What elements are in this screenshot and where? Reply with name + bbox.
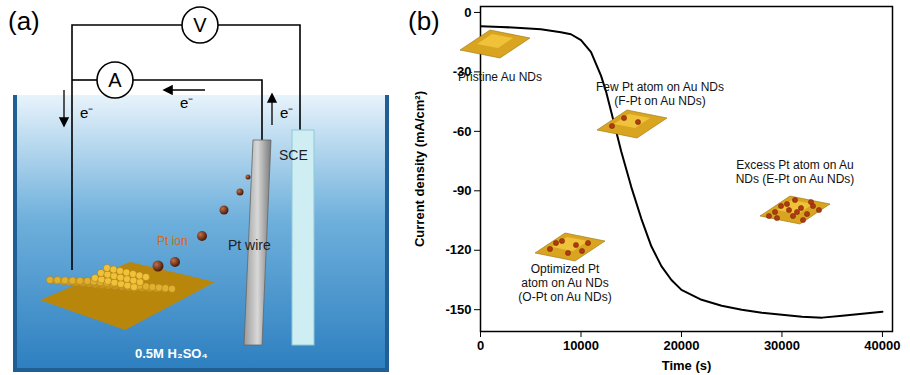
svg-text:0: 0 <box>477 338 484 353</box>
html-text:Few Pt atom on Au NDs (F-Pt on: Few Pt atom on Au NDs (F-Pt on Au NDs) <box>596 80 724 108</box>
svg-text:Pt ion: Pt ion <box>157 234 188 248</box>
svg-text:A: A <box>108 69 122 91</box>
svg-text:V: V <box>193 14 207 36</box>
svg-text:40000: 40000 <box>864 338 900 353</box>
html-text:Optimized Pt atom on Au NDs (O: Optimized Pt atom on Au NDs (O-Pt on Au … <box>518 262 612 304</box>
svg-text:-120: -120 <box>445 242 471 257</box>
svg-text:30000: 30000 <box>764 338 800 353</box>
svg-text:-90: -90 <box>453 183 472 198</box>
svg-text:10000: 10000 <box>563 338 599 353</box>
html-text:Pristine Au NDs: Pristine Au NDs <box>458 70 542 84</box>
svg-text:-60: -60 <box>453 124 472 139</box>
svg-text:Time (s): Time (s) <box>662 358 712 373</box>
svg-text:Pt wire: Pt wire <box>228 237 271 253</box>
svg-text:0: 0 <box>464 5 471 20</box>
svg-text:e⁻: e⁻ <box>80 104 93 121</box>
svg-text:-150: -150 <box>445 302 471 317</box>
svg-text:SCE: SCE <box>279 147 308 163</box>
svg-text:e⁻: e⁻ <box>180 94 193 111</box>
html-text:Excess Pt atom on Au NDs (E-Pt: Excess Pt atom on Au NDs (E-Pt on Au NDs… <box>735 158 855 186</box>
svg-text:20000: 20000 <box>663 338 699 353</box>
html-text:(a): (a) <box>8 6 40 36</box>
svg-text:0.5M H₂SO₄: 0.5M H₂SO₄ <box>135 346 208 361</box>
svg-text:e⁻: e⁻ <box>280 104 293 121</box>
svg-text:Current density (mA/cm²): Current density (mA/cm²) <box>412 91 427 247</box>
html-text:(b): (b) <box>408 6 440 36</box>
